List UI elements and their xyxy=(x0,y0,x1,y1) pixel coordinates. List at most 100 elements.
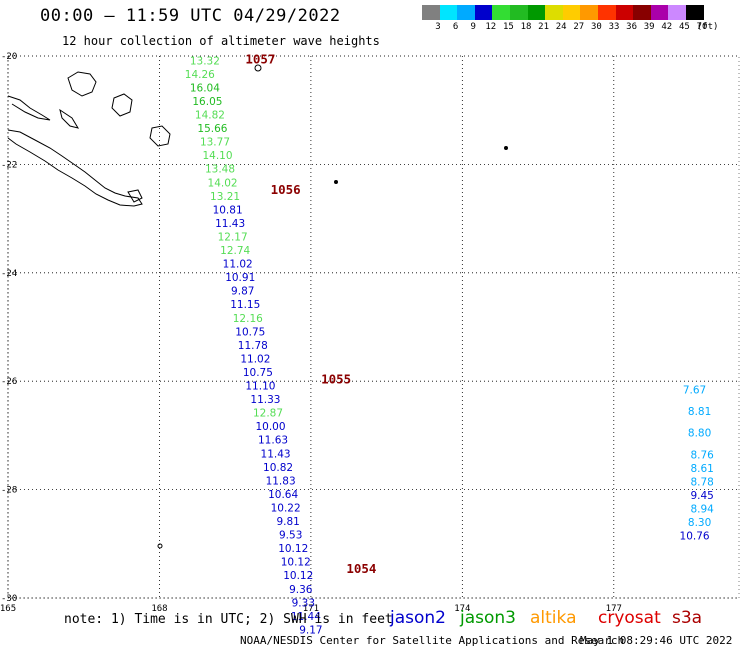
time-marker: 1054 xyxy=(346,561,376,576)
swh-value: 9.53 xyxy=(279,530,302,542)
y-tick-label: -28 xyxy=(1,486,17,496)
colorbar-swatch xyxy=(686,5,704,20)
swh-value: 16.04 xyxy=(190,82,220,94)
swh-value: 8.76 xyxy=(690,449,714,461)
colorbar-label: 27 xyxy=(573,22,585,32)
swh-value: 11.44 xyxy=(291,611,321,623)
swh-value: 11.33 xyxy=(250,394,280,406)
colorbar-label: 39 xyxy=(643,22,655,32)
swh-value: 11.78 xyxy=(238,340,268,352)
colorbar-label: 70 xyxy=(696,22,708,32)
swh-value: 12.17 xyxy=(218,231,248,243)
swh-value: 8.61 xyxy=(690,463,713,475)
colorbar-label: 3 xyxy=(435,22,441,32)
swh-value: 10.91 xyxy=(225,272,255,284)
x-tick-label: 177 xyxy=(606,604,622,614)
swh-value: 16.05 xyxy=(192,96,222,108)
marker-ring-1057 xyxy=(254,64,262,72)
colorbar-label: 42 xyxy=(661,22,673,32)
coastline-loyalty-1 xyxy=(67,71,97,97)
swh-value: 11.02 xyxy=(240,353,270,365)
plot-frame xyxy=(7,55,740,599)
colorbar-label: 18 xyxy=(520,22,532,32)
swh-value: 14.26 xyxy=(185,69,215,81)
coastline-layer xyxy=(7,64,508,549)
credit: NOAA/NESDIS Center for Satellite Applica… xyxy=(240,634,625,647)
swh-value: 9.87 xyxy=(231,286,254,298)
y-tick-label: -24 xyxy=(1,269,17,279)
colorbar-swatch xyxy=(580,5,598,20)
swh-value: 10.22 xyxy=(271,502,301,514)
swh-value: 14.10 xyxy=(202,150,232,162)
colorbar-swatch xyxy=(615,5,634,20)
swh-value: 11.83 xyxy=(266,475,296,487)
colorbar-label: 36 xyxy=(626,22,638,32)
swh-value: 12.74 xyxy=(220,245,250,257)
coastline-isle-pines xyxy=(127,189,143,203)
y-tick-label: -26 xyxy=(1,377,17,387)
footnote: note: 1) Time is in UTC; 2) SWH is in fe… xyxy=(64,612,393,627)
x-tick-label: 165 xyxy=(0,604,16,614)
x-tick-label: 174 xyxy=(454,604,470,614)
colorbar-label: 12 xyxy=(485,22,497,32)
coastline-loyalty-2 xyxy=(111,93,133,117)
colorbar-swatch xyxy=(439,5,458,20)
colorbar-swatch xyxy=(510,5,528,20)
credit-timestamp: May 1 08:29:46 UTC 2022 xyxy=(580,634,733,647)
swh-value: 10.64 xyxy=(268,489,298,501)
colorbar-label: 24 xyxy=(555,22,567,32)
colorbar-label: 6 xyxy=(452,22,459,32)
coastline-north xyxy=(7,95,51,121)
colorbar-label: 21 xyxy=(538,22,550,32)
swh-value: 11.02 xyxy=(223,259,253,271)
swh-value: 11.43 xyxy=(215,218,245,230)
chart-subtitle: 12 hour collection of altimeter wave hei… xyxy=(62,34,380,48)
colorbar-swatch xyxy=(474,5,493,20)
swh-value: 10.75 xyxy=(243,367,273,379)
time-marker: 1056 xyxy=(271,182,301,197)
swh-value: 9.36 xyxy=(289,584,313,596)
y-tick-label: -20 xyxy=(1,52,17,62)
time-markers: 1057 1056 1055 1054 xyxy=(245,52,376,576)
coastline-inner xyxy=(59,108,80,129)
colorbar-unit: (ft) xyxy=(696,22,719,32)
colorbar-swatch xyxy=(527,5,546,20)
legend-item: jason2 xyxy=(390,608,446,628)
swh-value: 9.33 xyxy=(292,597,315,609)
swh-value: 11.63 xyxy=(258,435,288,447)
swh-value: 14.82 xyxy=(195,110,225,122)
legend-item: altika xyxy=(530,608,577,628)
swh-value: 10.12 xyxy=(281,557,311,569)
swh-value: 11.43 xyxy=(261,448,291,460)
chart-title: 00:00 – 11:59 UTC 04/29/2022 xyxy=(40,6,341,26)
tick-labels: 165 168 171 174 177 -20 -22 -24 -26 -28 -30 xyxy=(0,52,622,614)
coastline-loyalty-3 xyxy=(149,125,171,147)
swh-value: 13.21 xyxy=(210,191,240,203)
grid-layer xyxy=(7,55,740,599)
swh-value: 10.12 xyxy=(278,543,308,555)
x-tick-label: 171 xyxy=(303,604,319,614)
x-tick-label: 168 xyxy=(151,604,167,614)
swh-value: 9.17 xyxy=(299,624,322,636)
swh-value: 15.66 xyxy=(197,123,227,135)
legend-item: jason3 xyxy=(460,608,516,628)
swh-value: 12.87 xyxy=(253,408,283,420)
swh-value: 11.10 xyxy=(245,381,275,393)
colorbar-swatch xyxy=(492,5,510,20)
colorbar-swatch xyxy=(633,5,651,20)
swh-value: 14.02 xyxy=(208,177,238,189)
swh-value: 9.81 xyxy=(276,516,299,528)
colorbar-label: 9 xyxy=(470,22,476,32)
legend-item: cryosat xyxy=(598,608,661,628)
island-dot-3 xyxy=(157,543,163,549)
swh-value: 11.15 xyxy=(230,299,260,311)
y-tick-label: -22 xyxy=(1,160,17,170)
colorbar-swatch xyxy=(668,5,686,20)
swh-value: 8.94 xyxy=(690,504,714,516)
swh-value: 8.81 xyxy=(688,406,711,418)
swh-value: 8.80 xyxy=(688,428,711,440)
swh-value: 10.75 xyxy=(235,326,265,338)
legend-item: s3a xyxy=(672,608,703,628)
